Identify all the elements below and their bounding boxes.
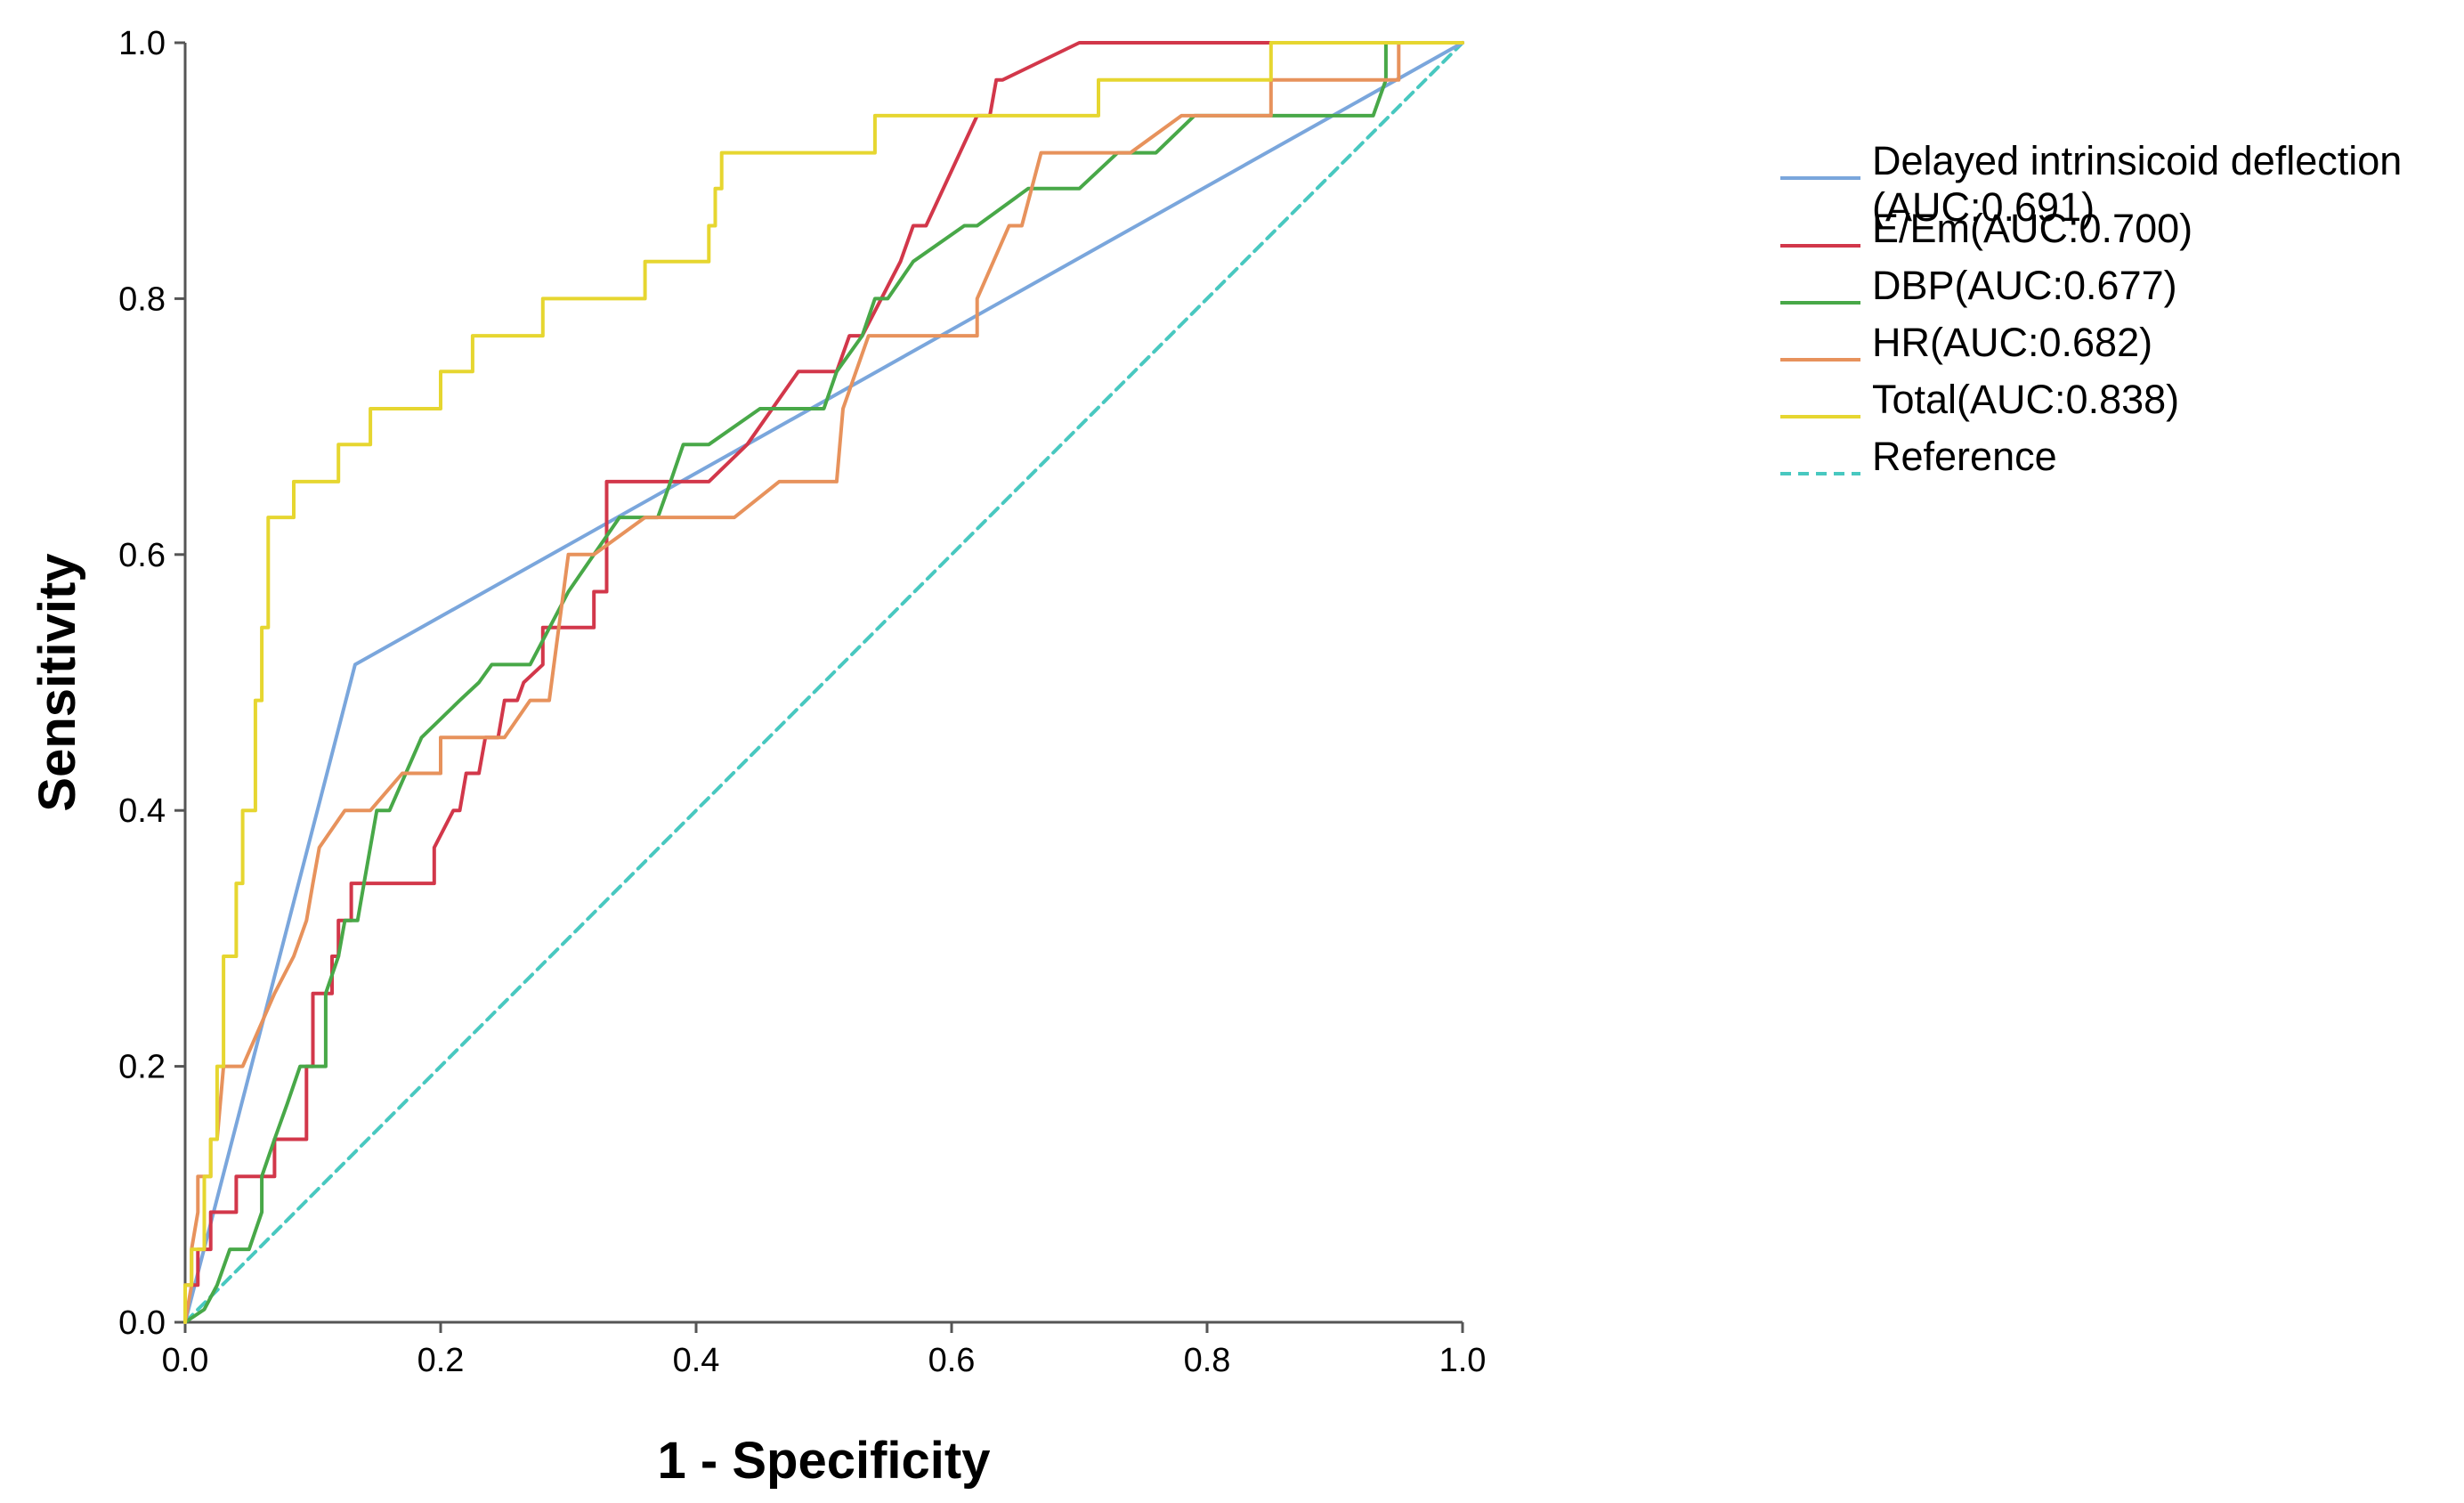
y-tick-label: 0.6 xyxy=(118,537,166,574)
x-axis-ticks: 0.0 0.2 0.4 0.6 0.8 1.0 xyxy=(162,1322,1487,1379)
plot-area: 0.0 0.2 0.4 0.6 0.8 1.0 0.0 0.2 0.4 0.6 0.8 1.0 xyxy=(118,25,1486,1379)
x-tick-label: 0.0 xyxy=(162,1342,209,1379)
series-line-2 xyxy=(183,41,1464,1324)
legend-label-5: Reference xyxy=(1872,434,2057,479)
legend-label-1: E/Em(AUC:0.700) xyxy=(1872,206,2192,251)
series-line-0 xyxy=(183,41,1464,1324)
series-line-5 xyxy=(183,41,1464,1324)
y-tick-label: 0.0 xyxy=(118,1304,166,1342)
y-tick-label: 0.2 xyxy=(118,1049,166,1086)
x-tick-label: 0.8 xyxy=(1184,1342,1231,1379)
legend-label-0: Delayed intrinsicoid deflection xyxy=(1872,138,2402,183)
legend: Delayed intrinsicoid deflection(AUC:0.69… xyxy=(1780,138,2402,479)
legend-label-3: HR(AUC:0.682) xyxy=(1872,320,2152,365)
x-tick-label: 1.0 xyxy=(1439,1342,1487,1379)
x-tick-label: 0.6 xyxy=(928,1342,976,1379)
y-axis-title: Sensitivity xyxy=(28,553,86,811)
x-axis-title: 1 - Specificity xyxy=(658,1432,991,1490)
series-line-4 xyxy=(183,41,1464,1324)
legend-label-2: DBP(AUC:0.677) xyxy=(1872,263,2177,308)
legend-label-0-line2: (AUC:0.691) xyxy=(1872,184,2095,230)
series-lines xyxy=(183,41,1464,1324)
x-tick-label: 0.4 xyxy=(673,1342,720,1379)
y-tick-label: 1.0 xyxy=(118,25,166,62)
y-tick-label: 0.8 xyxy=(118,280,166,318)
x-tick-label: 0.2 xyxy=(417,1342,465,1379)
y-tick-label: 0.4 xyxy=(118,792,166,830)
legend-label-4: Total(AUC:0.838) xyxy=(1872,377,2179,422)
y-axis-ticks: 0.0 0.2 0.4 0.6 0.8 1.0 xyxy=(118,25,185,1342)
